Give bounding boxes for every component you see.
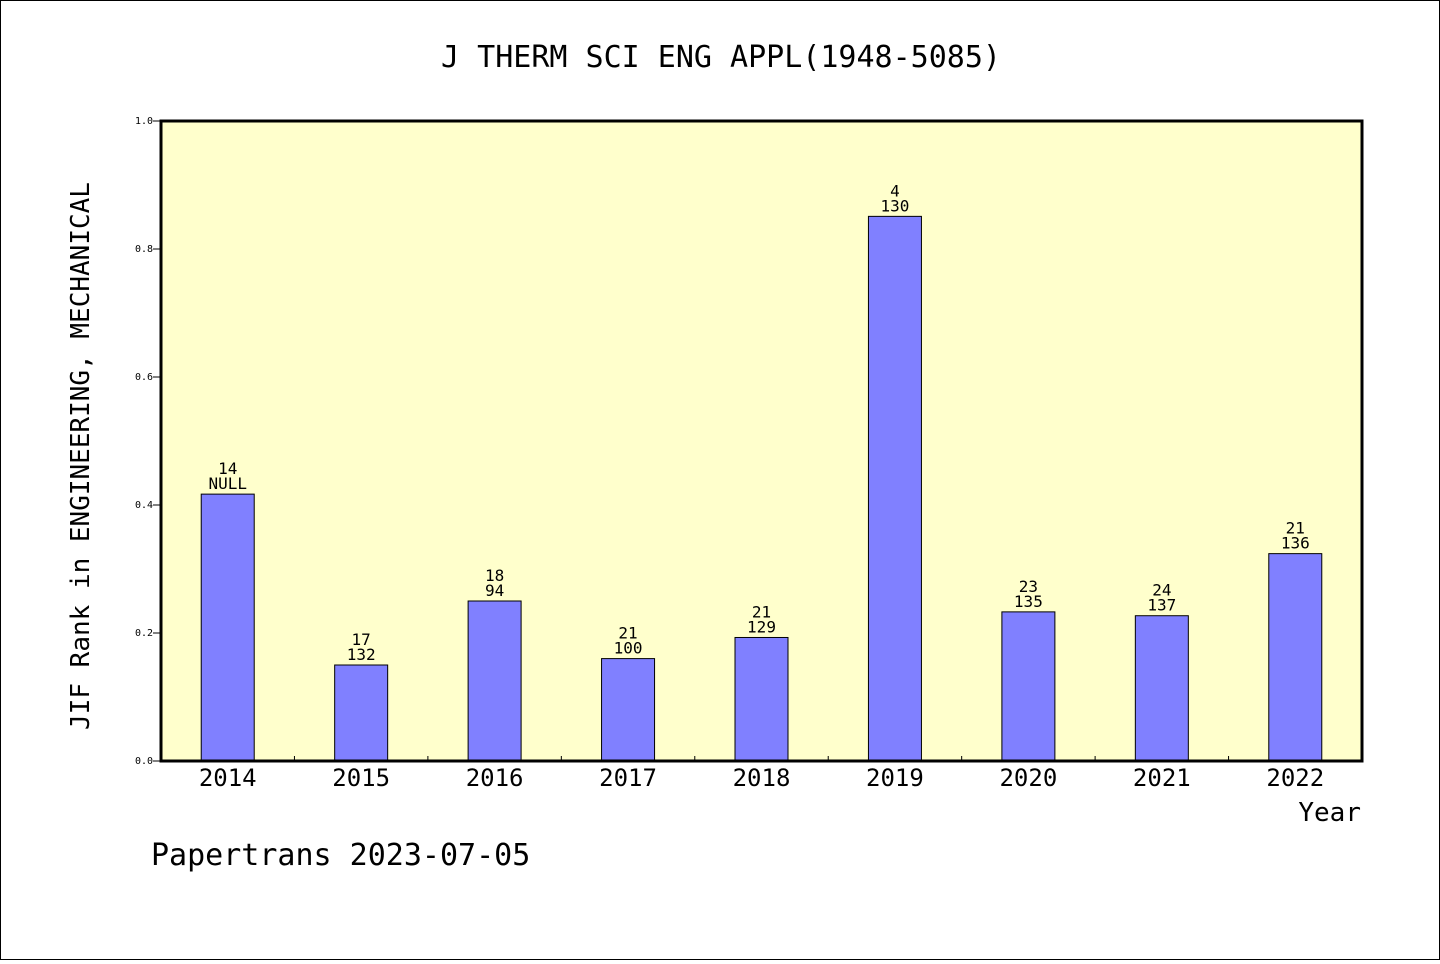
bar-label-bottom: 132: [347, 645, 376, 664]
bar-label-top: 21: [752, 602, 771, 621]
bar-label-bottom: 94: [485, 581, 504, 600]
bar-2021: [1134, 615, 1189, 762]
x-tick-label: 2021: [1133, 764, 1191, 792]
y-axis: 0.0 0.2 0.4 0.6 0.8 1.0: [135, 116, 161, 767]
x-tick-label: 2017: [599, 764, 657, 792]
bar-label-top: 21: [618, 624, 637, 643]
x-tick-label: 2018: [733, 764, 791, 792]
x-axis-label: Year: [1298, 798, 1361, 828]
y-tick-label: 0.6: [135, 372, 153, 383]
x-tick-label: 2015: [332, 764, 390, 792]
bar-label-bottom: 135: [1014, 592, 1043, 611]
plot-border: [159, 119, 1364, 763]
bar-label-bottom: 136: [1281, 534, 1310, 553]
bar-label-top: 14: [218, 459, 237, 478]
footer-text: Papertrans 2023-07-05: [151, 838, 530, 873]
x-tick-label: 2022: [1266, 764, 1324, 792]
bar-label-top: 23: [1019, 577, 1038, 596]
bar-series: [200, 215, 1323, 762]
bar-label-bottom: 130: [880, 196, 909, 215]
bar-label-bottom: 129: [747, 617, 776, 636]
x-tick-label: 2020: [999, 764, 1057, 792]
bar-label-bottom: 137: [1147, 596, 1176, 615]
bar-label-top: 4: [890, 181, 900, 200]
y-tick-label: 0.8: [135, 244, 153, 255]
bar-label-top: 17: [352, 630, 371, 649]
bar-label-bottom: 100: [614, 639, 643, 658]
y-tick-label: 0.0: [135, 756, 153, 767]
chart-title: J THERM SCI ENG APPL(1948-5085): [441, 40, 1001, 75]
bar-label-bottom: NULL: [208, 474, 247, 493]
bar-2022: [1268, 553, 1323, 762]
x-axis: 2014 2015 2016 2017 2018 2019 2020 2021 2022: [199, 756, 1324, 792]
x-tick-label: 2016: [466, 764, 524, 792]
x-tick-label: 2014: [199, 764, 257, 792]
bar-2015: [334, 664, 389, 762]
bar-2019: [867, 215, 922, 762]
bar-label-top: 21: [1286, 519, 1305, 538]
bar-label-top: 24: [1152, 581, 1171, 600]
y-tick-label: 1.0: [135, 116, 153, 127]
y-axis-label: JIF Rank in ENGINEERING, MECHANICAL: [66, 182, 96, 730]
bar-2020: [1001, 611, 1056, 762]
bar-2017: [601, 658, 656, 762]
data-labels: 14NULL1713218942110021129413023135241372…: [208, 181, 1309, 664]
y-tick-label: 0.2: [135, 628, 153, 639]
x-tick-label: 2019: [866, 764, 924, 792]
bar-label-top: 18: [485, 566, 504, 585]
bar-2016: [467, 600, 522, 762]
bar-2018: [734, 636, 789, 762]
y-tick-label: 0.4: [135, 500, 153, 511]
bar-2014: [200, 493, 255, 762]
